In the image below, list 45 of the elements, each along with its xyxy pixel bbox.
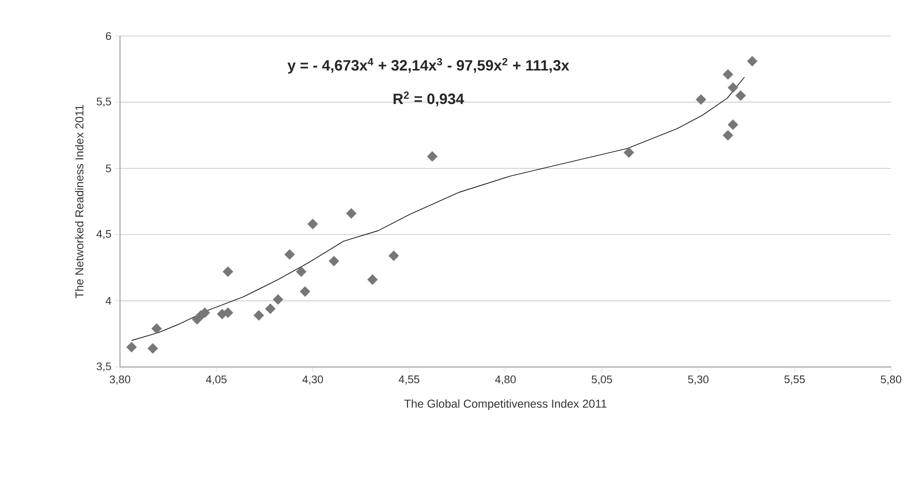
x-tick-label: 3,80 [110,376,130,385]
point [728,82,738,93]
point [426,151,438,162]
point [126,342,137,352]
point [296,266,306,277]
x-tick-label: 4,80 [495,376,516,385]
x-tick-label: 4,30 [302,376,323,385]
point [728,119,738,130]
point [367,274,378,285]
point [254,310,264,321]
point [722,69,734,80]
y-tick-label: 5,5 [96,98,112,107]
y-tick-label: 3,5 [96,362,112,372]
line-series [131,76,745,341]
point [222,266,234,277]
point [624,147,634,158]
point [328,256,340,266]
y-tick-label: 6 [106,32,112,40]
point [151,323,162,334]
point [388,250,399,262]
point [735,90,746,101]
point [746,56,758,66]
x-tick-label: 5,05 [592,376,612,385]
point [307,218,318,230]
point [265,303,276,314]
point [147,343,158,354]
point [272,294,284,305]
y-axis-title: The Networked Readiness Index 2011 [75,105,84,298]
y-tick-label: 4,5 [96,230,112,240]
x-tick-label: 5,55 [784,376,805,384]
x-tick-label: 4,55 [398,376,420,384]
x-tick-label: 4,05 [206,376,227,385]
y-tick-label: 5 [106,164,112,172]
point [222,307,234,318]
point [722,130,734,141]
annotation: R$^{2}$ = 0,934 [394,91,464,106]
annotation: y = - 4,673x$^{4}$ + 32,14x$^{3}$ - 97,59x$^{2}$ + 111,3x [288,58,570,74]
x-tick-label: 5,80 [880,376,902,385]
x-tick-label: 5,30 [688,376,708,385]
point [696,94,706,105]
point [300,286,310,297]
y-tick-label: 4 [106,297,112,305]
point [346,208,357,219]
x-axis-title: The Global Competitiveness Index 2011 [404,399,606,410]
point [284,249,295,260]
